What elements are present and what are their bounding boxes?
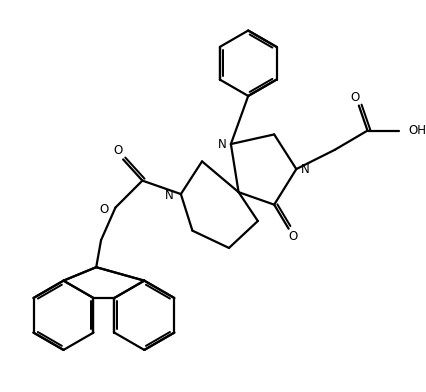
Text: O: O <box>99 203 109 216</box>
Text: N: N <box>301 163 309 176</box>
Text: O: O <box>289 230 298 243</box>
Text: O: O <box>350 91 360 104</box>
Text: N: N <box>218 138 227 151</box>
Text: OH: OH <box>409 124 426 137</box>
Text: N: N <box>165 189 174 201</box>
Text: O: O <box>114 144 123 157</box>
